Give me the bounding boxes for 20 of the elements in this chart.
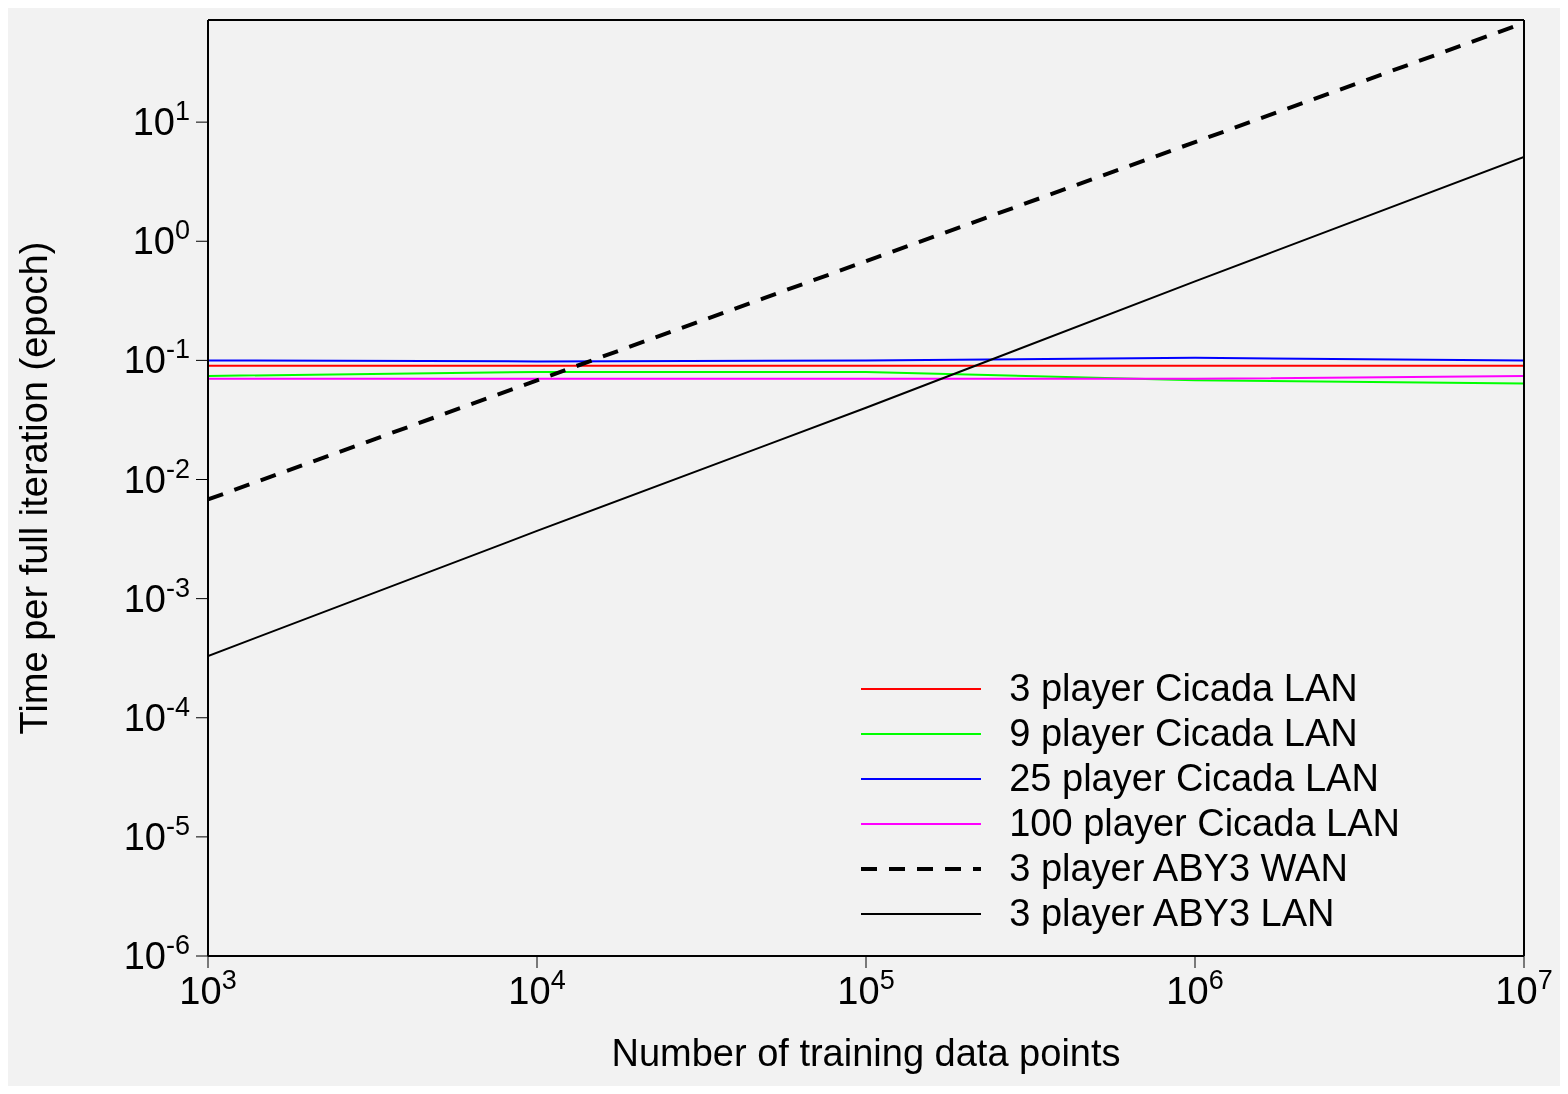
legend-label: 9 player Cicada LAN <box>1009 711 1358 756</box>
x-tick-label: 10$^{4}$ <box>508 965 566 1012</box>
legend-label: 25 player Cicada LAN <box>1009 756 1379 801</box>
y-tick-label: 10$^{1}$ <box>132 96 190 144</box>
y-tick-label: 10$^{0}$ <box>132 215 190 263</box>
x-axis-title: Number of training data points <box>611 1032 1121 1074</box>
legend-label: 3 player ABY3 LAN <box>1009 891 1335 936</box>
legend-label: 3 player ABY3 WAN <box>1009 846 1348 891</box>
legend-label: 3 player Cicada LAN <box>1009 666 1358 711</box>
y-tick-label: 10$^{-2}$ <box>123 453 190 501</box>
y-tick-label: 10$^{-3}$ <box>123 572 190 620</box>
line-series <box>208 370 1524 385</box>
legend-label: 100 player Cicada LAN <box>1009 801 1400 846</box>
x-tick-label: 10$^{7}$ <box>1495 965 1553 1012</box>
x-tick-label: 10$^{6}$ <box>1166 965 1224 1012</box>
y-axis-title: Time per full iteration (epoch) <box>13 241 56 735</box>
y-tick-label: 10$^{-1}$ <box>123 334 190 382</box>
y-tick-label: 10$^{-4}$ <box>123 691 190 739</box>
y-tick-label: 10$^{-5}$ <box>123 810 190 858</box>
x-tick-label: 10$^{5}$ <box>837 965 895 1012</box>
